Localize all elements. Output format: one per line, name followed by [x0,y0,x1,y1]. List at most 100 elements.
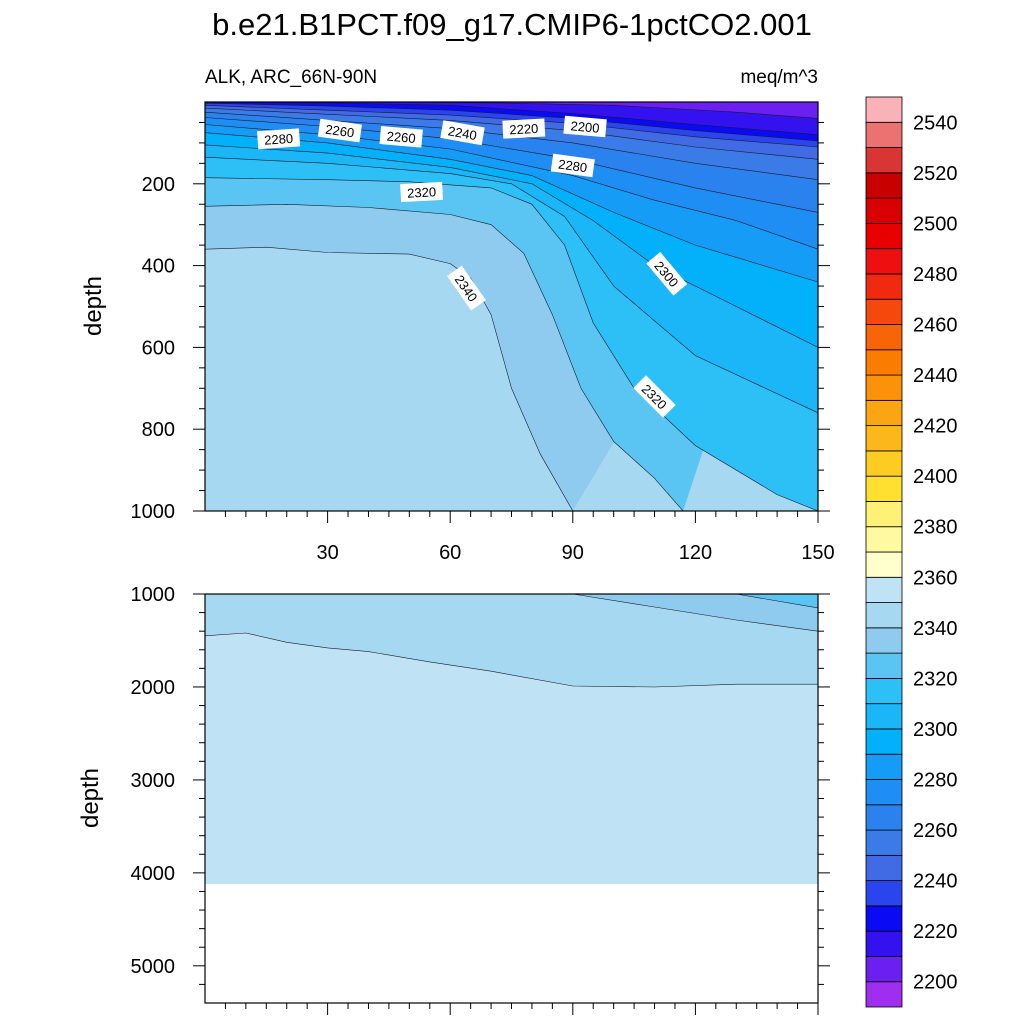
contour-label-text: 2280 [557,156,588,175]
upper-contour-fill [205,102,818,511]
colorbar-box [865,602,903,629]
colorbar-label: 2280 [913,770,958,792]
colorbar: 2200 2220 2240 2260 2280 2300 2320 2340 2360 2380… [865,96,958,1008]
upper-axis-ticks: 200 400 600 800 1000 30 60 90 120 150 [131,121,835,564]
lower-contour-lines [204,593,819,688]
units-label: meq/m^3 [740,67,818,88]
contour-label-box [317,118,362,143]
colorbar-box [865,450,903,477]
colorbar-box [865,930,903,957]
lower-depth-axis-label: depth [77,768,104,828]
colorbar-label: 2300 [913,719,958,741]
colorbar-label: 2440 [913,365,958,387]
colorbar-box [865,753,903,780]
contour-label-text: 2260 [324,122,355,141]
contour-band-2340 [205,594,818,687]
contour-line-2300 [204,144,819,348]
contour-line-2230 [204,102,819,142]
contour-band-2330 [572,594,818,632]
contour-label-text: 2220 [509,121,539,137]
colorbar-box [865,728,903,755]
contour-label-box [440,120,485,146]
contour-line-2320 [204,177,819,512]
y-tick-label: 800 [142,419,175,441]
contour-label: 2260 [317,118,362,143]
colorbar-box [865,425,903,452]
colorbar-label: 2240 [913,871,958,893]
colorbar-label: 2360 [913,567,958,589]
variable-region-label: ALK, ARC_66N-90N [205,67,377,88]
colorbar-box [865,96,903,123]
x-tick-label: 120 [679,542,712,564]
colorbar-box [865,501,903,528]
contour-label-box [502,118,546,139]
contour-label: 2320 [400,181,444,203]
colorbar-box [865,652,903,679]
x-tick-label: 90 [562,542,584,564]
colorbar-box [865,854,903,882]
x-tick-label: 30 [316,542,338,564]
contour-label-text: 2280 [264,131,294,148]
colorbar-label: 2320 [913,668,958,690]
contour-line-2220 [204,101,819,135]
colorbar-label: 2220 [913,921,958,943]
y-tick-label: 3000 [131,770,176,792]
upper-contour-lines [204,101,819,512]
y-tick-label: 400 [142,256,175,278]
lower-panel: 1000 2000 3000 4000 5000 depth [77,584,830,1015]
colorbar-box [865,905,903,932]
chart-title: b.e21.B1PCT.f09_g17.CMIP6-1pctCO2.001 [212,7,812,42]
colorbar-label: 2460 [913,315,958,337]
contour-label: 2220 [502,118,546,139]
colorbar-box [865,399,903,427]
colorbar-label: 2200 [913,972,958,994]
y-tick-label: 4000 [131,863,176,885]
colorbar-label: 2400 [913,466,958,488]
colorbar-box [865,981,903,1008]
contour-label-box [447,265,486,311]
lower-contour-fill [205,594,818,885]
colorbar-box [865,677,903,705]
contour-line-2350 [204,632,818,688]
colorbar-box [865,804,903,831]
colorbar-label: 2380 [913,517,958,539]
contour-label: 2200 [563,115,607,138]
colorbar-label: 2340 [913,618,958,640]
contour-label: 2280 [257,128,301,150]
contour-label-box [379,126,423,148]
contour-line-2270 [204,117,819,213]
y-tick-label: 2000 [131,677,176,699]
contour-label: 2260 [379,126,423,148]
x-tick-label: 150 [801,542,834,564]
colorbar-label: 2540 [913,112,958,134]
colorbar-box [865,324,903,351]
contour-label-box [633,375,676,418]
colorbar-box [865,526,903,553]
contour-label-box [563,115,607,138]
contour-line-2330 [736,593,819,609]
contour-label-box [400,181,444,203]
y-tick-label: 600 [142,337,175,359]
colorbar-box [865,374,903,401]
y-tick-label: 1000 [131,584,176,606]
y-tick-label: 5000 [131,956,176,978]
colorbar-box [865,298,903,325]
contour-band-2210 [205,102,818,135]
colorbar-box [865,627,903,654]
contour-label-box [550,153,595,178]
contour-label-box [257,128,301,150]
colorbar-box [865,222,903,250]
colorbar-box [865,829,903,856]
contour-label-text: 2320 [407,184,437,200]
contour-line-2240 [204,105,819,148]
colorbar-box [865,779,903,806]
contour-label: 2240 [440,120,485,146]
contour-label: 2280 [550,153,595,178]
colorbar-box [865,121,903,148]
colorbar-box [865,703,903,730]
y-tick-label: 200 [142,174,175,196]
contour-line-2310 [204,156,819,414]
y-tick-label: 1000 [131,501,176,523]
